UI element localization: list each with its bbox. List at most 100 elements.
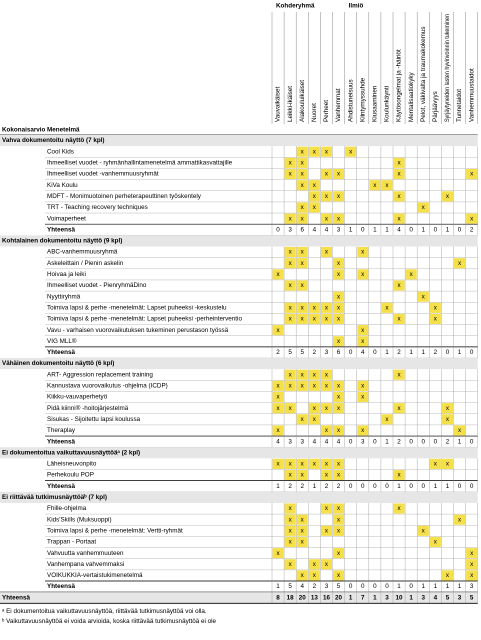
total-value: 4	[300, 583, 304, 590]
method-name: Läheisneuvonpito	[47, 461, 97, 468]
mark-cell	[320, 525, 332, 536]
total-value: 1	[313, 483, 317, 490]
total-value: 0	[409, 438, 413, 445]
total-value: 4	[397, 226, 401, 233]
method-name: ABC-vanhemmuusryhmä	[47, 249, 118, 256]
mark: x	[289, 405, 293, 412]
mark-cell	[441, 414, 453, 425]
mark-cell	[333, 458, 345, 469]
mark: x	[276, 427, 280, 434]
mark-cell	[308, 180, 320, 191]
total-value: 0	[361, 583, 365, 590]
mark: x	[325, 505, 329, 512]
mark-cell	[381, 302, 393, 313]
mark-cell	[417, 525, 429, 536]
column-header: Syrjäytyneiden lasten hyvinvoinnin tukem…	[444, 14, 451, 122]
mark: x	[325, 148, 329, 155]
total-value: 0	[373, 483, 377, 490]
grand-total-value: 4	[434, 594, 438, 601]
mark: x	[434, 304, 438, 311]
mark: x	[325, 561, 329, 568]
total-value: 5	[288, 583, 292, 590]
mark-cell	[284, 213, 296, 224]
grand-total-value: 10	[396, 594, 404, 601]
mark-cell	[429, 302, 441, 313]
group-band	[0, 135, 478, 147]
total-value: 1	[397, 483, 401, 490]
mark-cell	[296, 536, 308, 548]
mark: x	[289, 472, 293, 479]
mark: x	[325, 405, 329, 412]
mark: x	[289, 383, 293, 390]
mark: x	[313, 416, 317, 423]
total-value: 0	[349, 438, 353, 445]
mark: x	[337, 215, 341, 222]
mark: x	[325, 461, 329, 468]
mark: x	[301, 539, 305, 546]
total-value: 0	[385, 583, 389, 590]
mark-cell	[405, 269, 417, 280]
method-header: Menetelmä	[47, 127, 80, 134]
mark: x	[325, 193, 329, 200]
mark-cell	[393, 213, 405, 224]
grand-total-value: 5	[446, 594, 450, 601]
total-value: 2	[446, 438, 450, 445]
mark: x	[301, 516, 305, 523]
mark: x	[361, 327, 365, 334]
mark-cell	[393, 280, 405, 291]
mark: x	[289, 516, 293, 523]
total-value: 1	[397, 583, 401, 590]
mark-cell	[333, 302, 345, 313]
mark: x	[349, 148, 353, 155]
mark: x	[301, 371, 305, 378]
mark: x	[337, 193, 341, 200]
mark: x	[313, 383, 317, 390]
mark-cell	[284, 369, 296, 380]
mark: x	[313, 304, 317, 311]
mark: x	[289, 260, 293, 267]
mark: x	[337, 394, 341, 401]
mark: x	[289, 527, 293, 534]
total-value: 0	[458, 226, 462, 233]
mark: x	[434, 461, 438, 468]
mark: x	[470, 215, 474, 222]
mark-cell	[284, 168, 296, 180]
mark: x	[337, 316, 341, 323]
target-group-label: Kohderyhmä	[276, 3, 315, 10]
mark: x	[470, 171, 474, 178]
total-value: 1	[446, 583, 450, 590]
total-value: 2	[397, 349, 401, 356]
mark: x	[337, 427, 341, 434]
mark-cell	[441, 403, 453, 414]
mark: x	[337, 383, 341, 390]
total-value: 0	[349, 483, 353, 490]
total-value: 4	[313, 438, 317, 445]
mark-cell	[284, 503, 296, 514]
mark: x	[337, 260, 341, 267]
mark: x	[313, 182, 317, 189]
total-value: 1	[421, 349, 425, 356]
total-value: 0	[421, 438, 425, 445]
mark: x	[325, 527, 329, 534]
total-value: 1	[385, 438, 389, 445]
mark-cell	[393, 191, 405, 202]
mark: x	[301, 572, 305, 579]
mark: x	[397, 505, 401, 512]
mark: x	[385, 182, 389, 189]
grand-total-value: 18	[287, 594, 295, 601]
mark: x	[301, 171, 305, 178]
mark: x	[397, 405, 401, 412]
method-name: Kannustava vuorovaikutus -ohjelma (ICDP)	[47, 383, 168, 390]
mark-cell	[333, 548, 345, 559]
mark-cell	[308, 191, 320, 202]
mark: x	[301, 182, 305, 189]
mark-cell	[284, 559, 296, 570]
mark: x	[289, 505, 293, 512]
group-title: Ei riittävää tutkimusnäyttöäᵇ (7 kpl)	[2, 494, 107, 501]
total-value: 4	[313, 226, 317, 233]
mark-cell	[320, 380, 332, 391]
mark-cell	[284, 313, 296, 325]
column-header: Pärjäävyys	[432, 91, 439, 122]
total-value: 5	[337, 583, 341, 590]
